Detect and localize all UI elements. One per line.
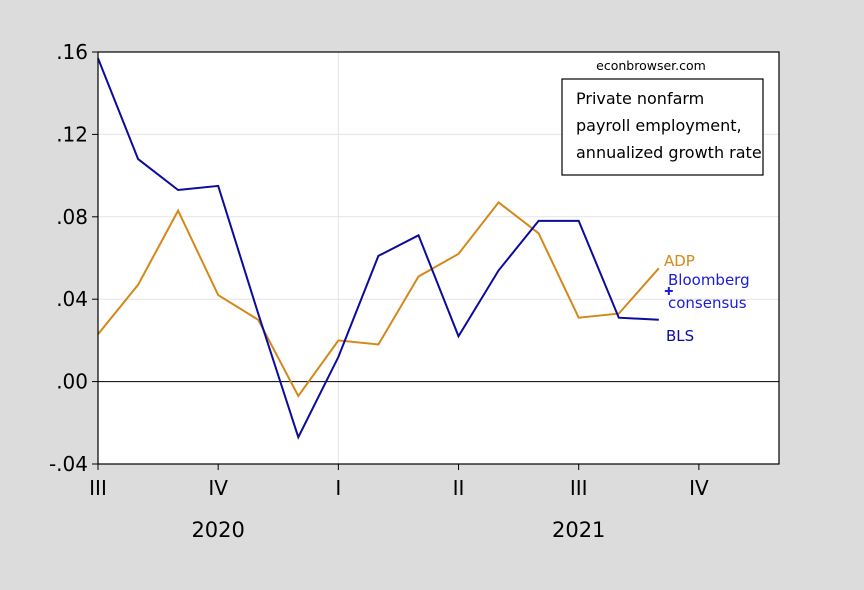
y-tick-label: -.04 — [49, 452, 88, 476]
x-tick-label: I — [335, 476, 341, 500]
x-tick-label: III — [570, 476, 588, 500]
bls-series-line — [97, 57, 659, 440]
title-box-frame — [561, 78, 764, 176]
bloomberg-consensus-point — [664, 286, 673, 295]
title-line-1: Private nonfarm — [576, 89, 704, 108]
x-tick-label: IV — [208, 476, 228, 500]
consensus-label-line-2: consensus — [668, 294, 747, 312]
year-label: 2020 — [191, 518, 244, 542]
adp-label: ADP — [664, 252, 695, 270]
bls-label: BLS — [666, 327, 694, 345]
y-tick-label: .04 — [56, 287, 88, 311]
adp-series-line — [97, 200, 660, 398]
year-label: 2021 — [552, 518, 605, 542]
y-tick-label: .12 — [56, 122, 88, 146]
y-tick-label: .08 — [56, 205, 88, 229]
watermark: econbrowser.com — [596, 58, 706, 73]
y-tick-label: .16 — [56, 40, 88, 64]
series-layer — [97, 57, 673, 440]
y-tick-label: .00 — [56, 370, 88, 394]
title-box: Private nonfarm payroll employment, annu… — [561, 78, 764, 176]
title-line-3: annualized growth rate — [576, 143, 762, 162]
title-line-2: payroll employment, — [576, 116, 742, 135]
consensus-label-line-1: Bloomberg — [668, 271, 750, 289]
x-tick-label: II — [453, 476, 465, 500]
x-tick-label: III — [89, 476, 107, 500]
x-tick-label: IV — [689, 476, 709, 500]
plot-frame — [97, 51, 780, 465]
